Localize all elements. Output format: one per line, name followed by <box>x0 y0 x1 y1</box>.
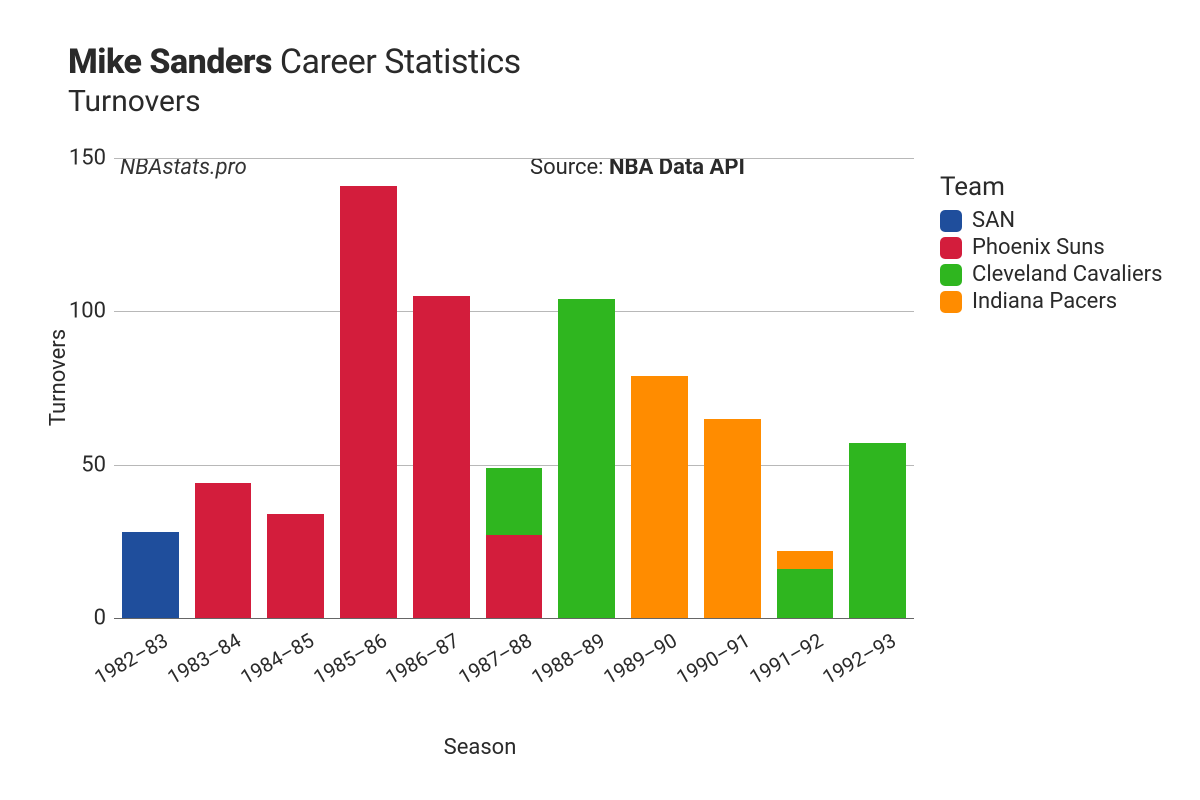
y-tick-label: 150 <box>46 146 106 171</box>
plot-area: 0501001501982–831983–841984–851985–86198… <box>114 158 914 618</box>
title-metric: Turnovers <box>68 84 521 119</box>
y-axis-label: Turnovers <box>46 329 71 426</box>
bar-segment <box>340 186 397 618</box>
legend-label: Cleveland Cavaliers <box>972 262 1162 287</box>
bar-segment <box>631 376 688 618</box>
legend-swatch <box>940 264 962 286</box>
bar-segment <box>195 483 252 618</box>
y-tick-label: 50 <box>46 452 106 477</box>
bar-segment <box>486 535 543 618</box>
bar-segment <box>704 419 761 618</box>
bar-segment <box>413 296 470 618</box>
y-tick-label: 0 <box>46 606 106 631</box>
legend: Team SANPhoenix SunsCleveland CavaliersI… <box>940 172 1162 316</box>
bar-segment <box>777 551 834 569</box>
legend-item: Cleveland Cavaliers <box>940 262 1162 287</box>
legend-swatch <box>940 237 962 259</box>
bar-segment <box>777 569 834 618</box>
bar-segment <box>486 468 543 535</box>
legend-label: SAN <box>972 208 1015 233</box>
y-tick-label: 100 <box>46 299 106 324</box>
bar-segment <box>849 443 906 618</box>
legend-swatch <box>940 210 962 232</box>
bar-segment <box>122 532 179 618</box>
legend-item: Indiana Pacers <box>940 289 1162 314</box>
chart-title: Mike Sanders Career Statistics Turnovers <box>68 42 521 119</box>
gridline <box>114 158 914 159</box>
title-line-1: Mike Sanders Career Statistics <box>68 42 521 82</box>
legend-swatch <box>940 291 962 313</box>
gridline <box>114 311 914 312</box>
legend-title: Team <box>940 172 1162 202</box>
x-axis-label: Season <box>0 735 960 760</box>
bar-segment <box>267 514 324 618</box>
legend-item: Phoenix Suns <box>940 235 1162 260</box>
x-axis-baseline <box>114 618 914 619</box>
chart-container: Mike Sanders Career Statistics Turnovers… <box>0 0 1200 800</box>
gridline <box>114 465 914 466</box>
legend-item: SAN <box>940 208 1162 233</box>
legend-label: Indiana Pacers <box>972 289 1117 314</box>
title-player: Mike Sanders <box>68 42 272 82</box>
legend-label: Phoenix Suns <box>972 235 1105 260</box>
title-suffix: Career Statistics <box>280 42 521 82</box>
bar-segment <box>558 299 615 618</box>
